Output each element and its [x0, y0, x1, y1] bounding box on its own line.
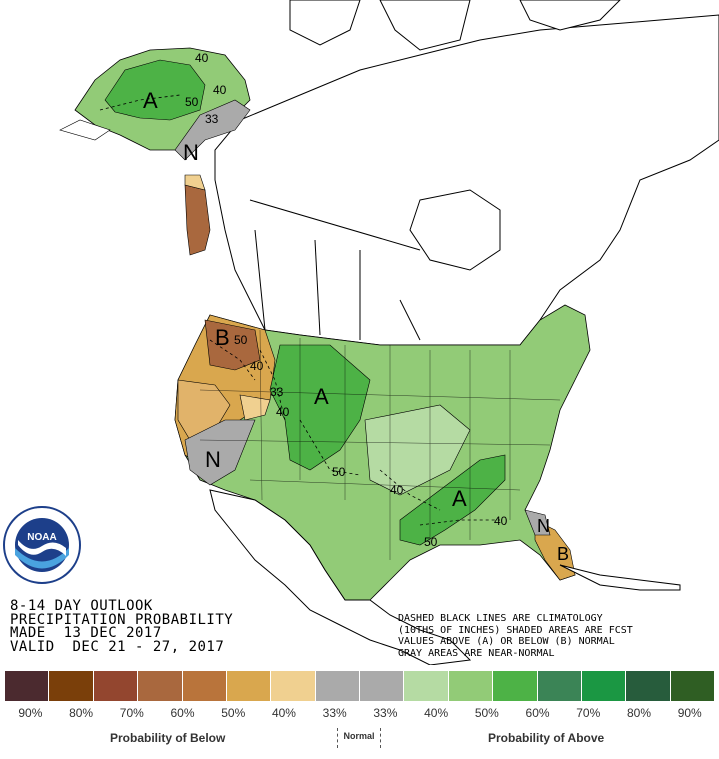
- below-caption: Probability of Below: [110, 731, 226, 745]
- legend-percent-label: 33%: [373, 706, 398, 720]
- valid-date-line: VALID DEC 21 - 27, 2017: [10, 638, 225, 655]
- legend-swatch: [404, 671, 449, 701]
- legend-swatch: [315, 671, 360, 701]
- legend-percent-labels: 90% 80% 70% 60% 50% 40% 33% 33% 40% 50% 60% 70% 80% 9…: [5, 706, 715, 720]
- southeast-40-label: 40: [494, 514, 508, 528]
- legend-swatch: [537, 671, 582, 701]
- legend-swatch: [5, 671, 50, 701]
- plains-above-label: A: [314, 384, 329, 409]
- legend-swatch: [49, 671, 94, 701]
- legend-percent-label: 70%: [119, 706, 144, 720]
- florida-below-label: B: [557, 544, 569, 564]
- alaska-region: [59, 47, 251, 161]
- note-line-2: (10THS OF INCHES) SHADED AREAS ARE FCST: [398, 624, 633, 636]
- title-line-1: 8-14 DAY OUTLOOK: [10, 598, 153, 614]
- southeast-50-label: 50: [424, 535, 438, 549]
- outlook-title-block: 8-14 DAY OUTLOOK PRECIPITATION PROBABILI…: [10, 598, 234, 655]
- legend-percent-label: 50%: [221, 706, 246, 720]
- legend-swatch: [182, 671, 227, 701]
- precipitation-outlook-map: A 40 50 40 33 N B 50 40 33 40 N A 50 40 …: [3, 0, 719, 665]
- west-33-label: 33: [270, 385, 284, 399]
- alaska-50-label: 50: [185, 95, 199, 109]
- legend-swatch: [448, 671, 494, 701]
- legend-swatch: [360, 671, 405, 701]
- west-40-label: 40: [250, 359, 264, 373]
- note-line-3: VALUES ABOVE (A) OR BELOW (B) NORMAL: [398, 636, 615, 647]
- made-date-line: MADE 13 DEC 2017: [10, 625, 162, 641]
- west-normal-label: N: [205, 447, 221, 472]
- note-line-1: DASHED BLACK LINES ARE CLIMATOLOGY: [398, 613, 603, 624]
- florida-normal-label: N: [537, 516, 550, 536]
- normal-caption: Normal: [343, 731, 375, 741]
- alaska-33-label: 33: [205, 112, 219, 126]
- legend-swatch: [626, 671, 671, 701]
- plains-50-label: 50: [332, 465, 346, 479]
- legend-notes: DASHED BLACK LINES ARE CLIMATOLOGY (10TH…: [398, 613, 633, 659]
- southeast-above-label: A: [452, 486, 467, 511]
- legend-percent-label: 80%: [626, 706, 651, 720]
- noaa-logo: NOAA: [3, 506, 81, 584]
- west-50-label: 50: [234, 333, 248, 347]
- legend-percent-label: 70%: [576, 706, 601, 720]
- west-40b-label: 40: [276, 405, 290, 419]
- legend-percent-label: 33%: [322, 706, 347, 720]
- legend-percent-label: 60%: [170, 706, 195, 720]
- plains-40-label: 40: [390, 483, 404, 497]
- panhandle-normal-label: N: [183, 140, 199, 165]
- legend-percent-label: 60%: [525, 706, 550, 720]
- mexico-outline: [209, 489, 681, 665]
- legend-swatch: [226, 671, 272, 701]
- normal-caption-box: Normal: [337, 728, 381, 748]
- conus-region: [174, 304, 591, 601]
- legend-percent-label: 90%: [677, 706, 702, 720]
- legend-percent-label: 40%: [424, 706, 449, 720]
- legend-percent-label: 80%: [69, 706, 94, 720]
- noaa-logo-text: NOAA: [27, 532, 56, 543]
- alaska-40b-label: 40: [213, 83, 227, 97]
- note-line-4: GRAY AREAS ARE NEAR-NORMAL: [398, 647, 555, 659]
- title-line-2: PRECIPITATION PROBABILITY: [10, 611, 234, 628]
- legend-swatch: [670, 671, 715, 701]
- legend-swatch: [581, 671, 627, 701]
- legend-percent-label: 50%: [474, 706, 499, 720]
- legend-swatch: [493, 671, 538, 701]
- alaska-above-label: A: [143, 88, 158, 113]
- canada-outline: [214, 0, 719, 346]
- above-caption: Probability of Above: [488, 731, 605, 745]
- legend-percent-label: 90%: [18, 706, 43, 720]
- west-below-label: B: [215, 325, 230, 350]
- probability-color-legend: [5, 671, 715, 701]
- legend-swatch: [93, 671, 139, 701]
- alaska-40-label: 40: [195, 51, 209, 65]
- legend-swatch: [138, 671, 183, 701]
- legend-swatch: [271, 671, 316, 701]
- legend-percent-label: 40%: [271, 706, 296, 720]
